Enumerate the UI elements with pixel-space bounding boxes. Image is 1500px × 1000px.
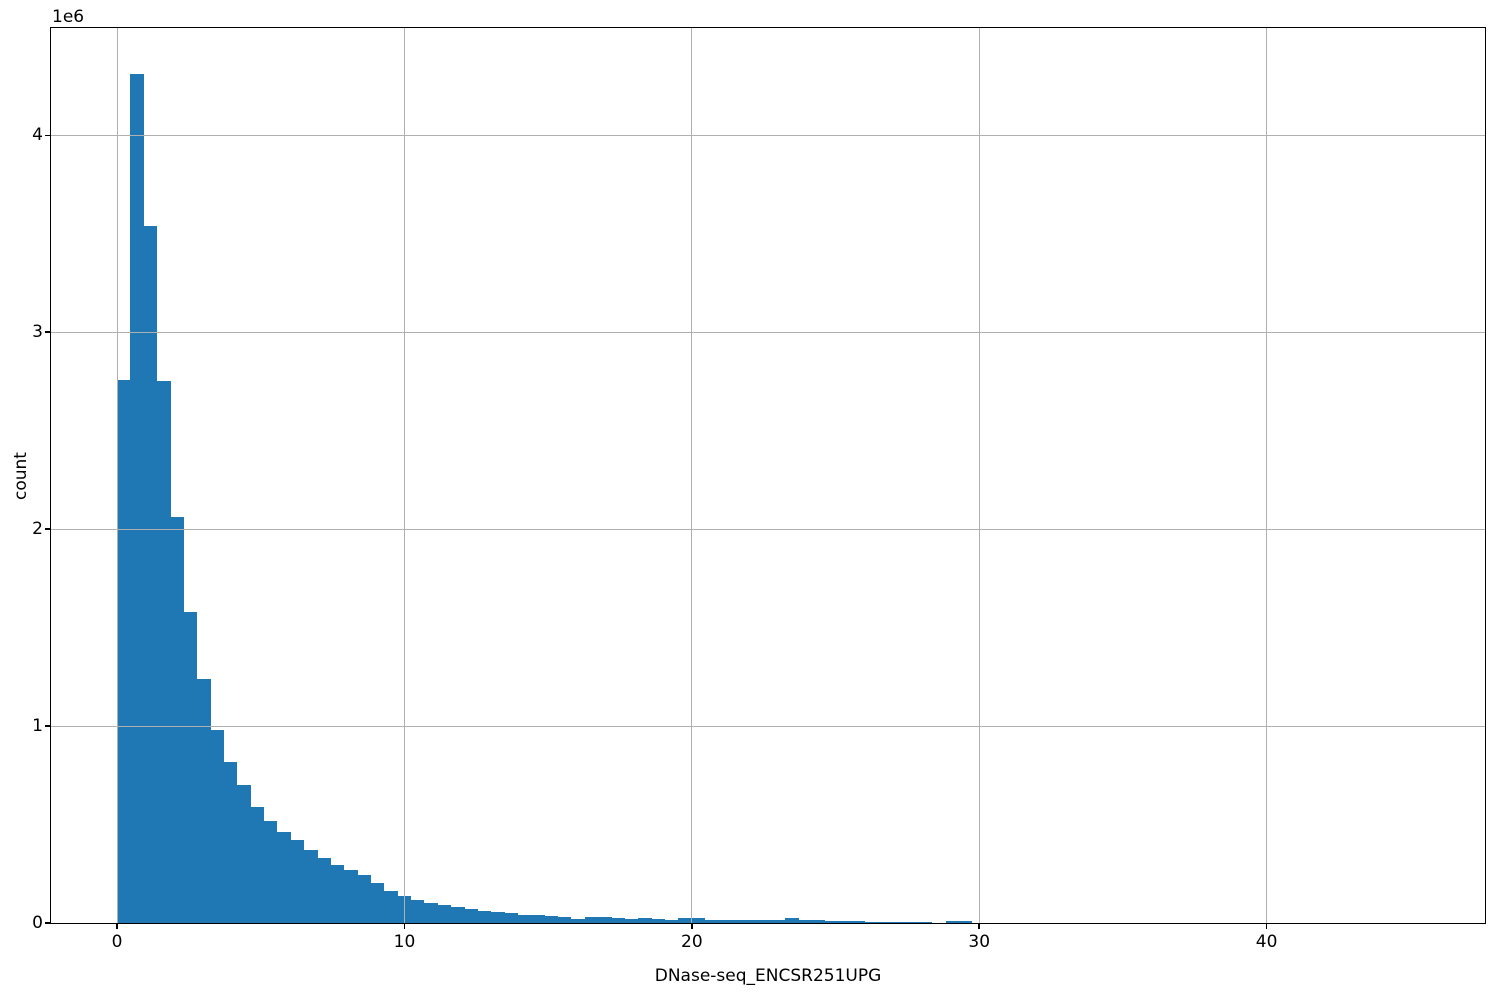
x-tick-label: 10 [393, 932, 416, 952]
y-tick-label: 4 [32, 125, 43, 146]
histogram-bar [905, 922, 919, 923]
histogram-bar [384, 891, 398, 923]
y-gridline [51, 331, 1485, 333]
histogram-bar [330, 864, 345, 923]
histogram-bar [811, 920, 826, 923]
histogram-bar [477, 910, 492, 923]
histogram-bar [664, 919, 679, 923]
histogram-bar [691, 918, 706, 923]
x-gridline [978, 28, 980, 923]
histogram-bar [130, 74, 144, 923]
histogram-bar [344, 869, 358, 923]
x-gridline [1266, 28, 1268, 923]
histogram-bar [598, 917, 612, 923]
y-gridline [51, 528, 1485, 530]
histogram-bar [237, 785, 251, 923]
histogram-bar [264, 820, 278, 923]
x-tick-mark [1265, 924, 1268, 929]
x-tick-label: 30 [968, 932, 991, 952]
y-tick-label: 1 [32, 716, 43, 737]
y-tick-label: 2 [32, 519, 43, 540]
histogram-bar [464, 909, 478, 923]
histogram-bar [611, 918, 625, 923]
histogram-bar [451, 907, 465, 923]
histogram-bar [624, 919, 639, 923]
histogram-bar [437, 905, 452, 923]
y-tick-mark [45, 331, 50, 333]
histogram-bar [945, 921, 959, 923]
histogram-bar [531, 915, 545, 923]
y-tick-mark [45, 725, 50, 727]
histogram-bar [705, 919, 719, 923]
histogram-bar [517, 914, 532, 923]
histogram-bar [651, 919, 665, 923]
x-tick-label: 20 [681, 932, 703, 952]
histogram-bar [183, 611, 198, 923]
histogram-bar [250, 806, 265, 923]
histogram-bar [638, 917, 652, 923]
histogram-bar [370, 882, 385, 923]
histogram-bar [223, 761, 238, 923]
histogram-bar [678, 917, 692, 923]
y-tick-label: 0 [32, 913, 43, 933]
x-gridline [116, 28, 118, 923]
histogram-bar [504, 913, 518, 923]
histogram-bar [798, 919, 812, 923]
histogram-bar [157, 381, 171, 923]
y-axis-label: count [11, 452, 31, 500]
histogram-bar [918, 922, 933, 923]
histogram-bar [290, 840, 305, 923]
histogram-bar [424, 903, 438, 923]
histogram-bar [277, 832, 291, 923]
histogram-bar [170, 517, 184, 923]
x-tick-label: 0 [111, 932, 123, 952]
histogram-bar [491, 912, 505, 923]
y-gridline [51, 134, 1485, 136]
histogram-bar [852, 921, 866, 923]
x-tick-mark [116, 924, 118, 929]
histogram-bar [411, 899, 425, 923]
histogram-bar [584, 917, 599, 923]
histogram-bar [838, 921, 853, 923]
x-tick-mark [978, 924, 980, 929]
histogram-bar [718, 919, 732, 923]
histogram-bar [958, 921, 973, 923]
y-tick-mark [45, 528, 50, 530]
histogram-bar [544, 915, 559, 923]
histogram-bar [731, 920, 746, 923]
x-tick-mark [691, 924, 693, 929]
histogram-bar [745, 920, 759, 923]
histogram-bar [865, 921, 879, 923]
x-tick-label: 40 [1255, 932, 1278, 952]
histogram-bar [117, 379, 131, 923]
x-gridline [403, 28, 405, 923]
histogram-bar [197, 678, 211, 923]
histogram-bar [825, 921, 839, 923]
histogram-bar [785, 918, 799, 923]
x-axis-label: DNase-seq_ENCSR251UPG [654, 966, 882, 986]
y-gridline [51, 725, 1485, 727]
y-tick-mark [45, 134, 50, 137]
histogram-bar [771, 920, 786, 923]
histogram-bar [892, 922, 906, 923]
histogram-bar [210, 730, 224, 923]
x-tick-mark [403, 924, 406, 929]
histogram-bar [758, 920, 772, 923]
histogram-bar [357, 874, 371, 923]
y-tick-label: 3 [32, 322, 43, 343]
histogram-bar [571, 918, 585, 923]
histogram-bar [558, 916, 572, 923]
x-gridline [691, 28, 693, 923]
histogram-bar [304, 850, 318, 923]
histogram-bar [317, 858, 331, 923]
y-tick-mark [45, 922, 50, 924]
histogram-bar [143, 225, 158, 923]
y-axis-offset-text: 1e6 [52, 7, 85, 27]
histogram-bar [878, 921, 893, 923]
